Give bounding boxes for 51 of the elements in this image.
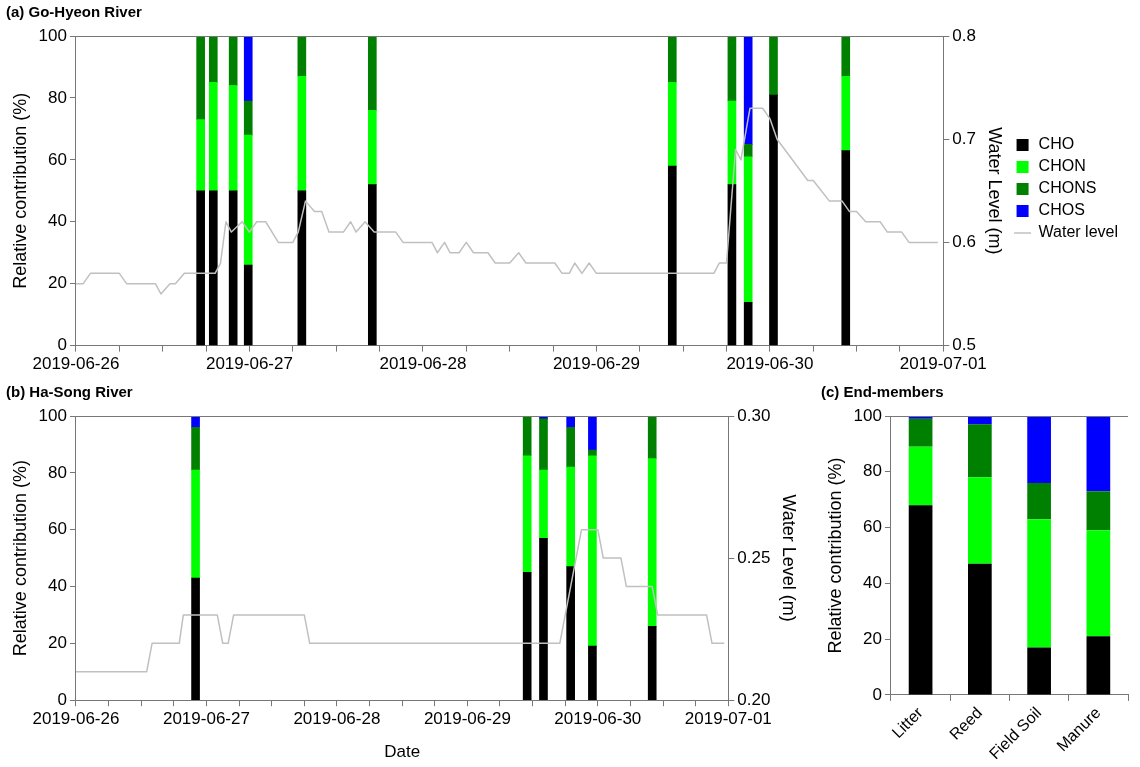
x-tick-label: 2019-06-27 (162, 709, 250, 729)
y-tick-label: 80 (863, 461, 882, 481)
x-tick-label: 2019-07-01 (684, 709, 772, 729)
x-tick-label: 2019-06-26 (32, 354, 120, 374)
y-tick-label: 20 (48, 633, 67, 653)
y-tick-label: 100 (38, 25, 67, 45)
y-tick-label: 60 (48, 519, 67, 539)
x-tick-label: 2019-06-26 (32, 709, 120, 729)
y2-axis-title: Water Level (m) (779, 494, 800, 622)
x-tick-label: 2019-07-01 (899, 354, 987, 374)
y-tick-label: 80 (48, 87, 67, 107)
y2-tick-label: 0.30 (737, 405, 771, 425)
legend-label: CHON (1038, 157, 1086, 175)
x-tick-label: 2019-06-27 (205, 354, 293, 374)
y2-tick-label: 0.7 (952, 128, 976, 148)
legend-label: CHONS (1038, 179, 1097, 197)
x-tick-label: 2019-06-30 (726, 354, 814, 374)
y-tick-label: 60 (863, 517, 882, 537)
y2-tick-label: 0.20 (737, 689, 771, 709)
y-tick-label: 0 (57, 689, 67, 709)
x-tick-label: 2019-06-29 (552, 354, 640, 374)
y-tick-label: 0 (872, 684, 882, 704)
y2-tick-label: 0.6 (952, 232, 976, 252)
legend-label: CHOS (1038, 201, 1085, 219)
chart-title: (c) End-members (821, 383, 944, 401)
y-tick-label: 40 (863, 573, 882, 593)
x-tick-label: 2019-06-30 (554, 709, 642, 729)
y-axis-title: Relative contribution (%) (9, 92, 30, 289)
y-tick-label: 20 (48, 273, 67, 293)
y-tick-label: 0 (57, 335, 67, 355)
y2-tick-label: 0.8 (952, 25, 976, 45)
x-axis-title: Date (384, 742, 421, 762)
chart-title: (a) Go-Hyeon River (6, 3, 143, 21)
y-tick-label: 100 (38, 405, 67, 425)
legend-label: CHO (1038, 135, 1075, 153)
y2-tick-label: 0.5 (952, 335, 976, 355)
y-tick-label: 60 (48, 149, 67, 169)
y2-tick-label: 0.25 (737, 547, 771, 567)
y-tick-label: 100 (853, 405, 882, 425)
y-tick-label: 80 (48, 462, 67, 482)
y-axis-title: Relative contribution (%) (824, 457, 845, 654)
x-tick-label: 2019-06-28 (379, 354, 467, 374)
y-tick-label: 40 (48, 576, 67, 596)
y2-axis-title: Water Level (m) (984, 127, 1005, 255)
x-tick-label: 2019-06-28 (293, 709, 381, 729)
chart-title: (b) Ha-Song River (6, 383, 133, 401)
y-tick-label: 20 (863, 628, 882, 648)
x-tick-label: 2019-06-29 (423, 709, 511, 729)
y-tick-label: 40 (48, 211, 67, 231)
legend-label: Water level (1038, 223, 1119, 241)
y-axis-title: Relative contribution (%) (9, 460, 30, 657)
